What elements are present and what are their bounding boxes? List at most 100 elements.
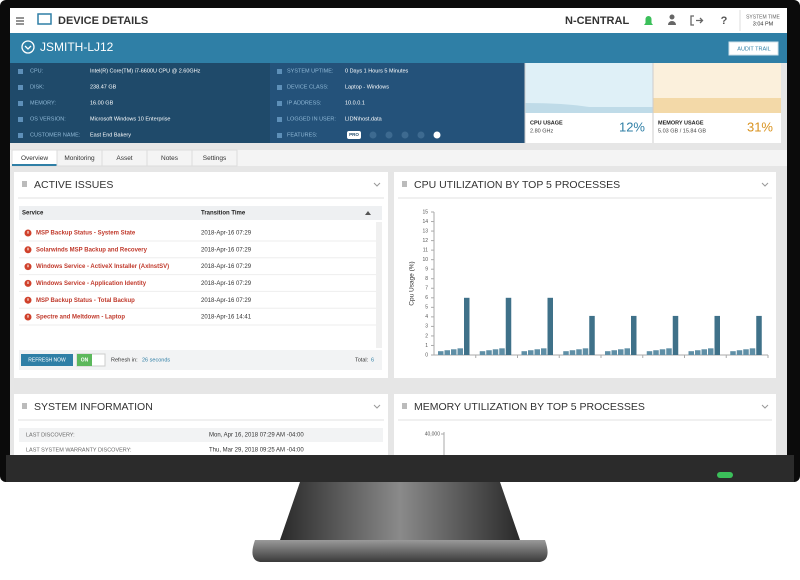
audit-button[interactable] [728, 41, 779, 56]
bar [444, 350, 450, 355]
tab-label: Notes [161, 155, 179, 162]
page-title: DEVICE DETAILS [58, 15, 148, 27]
bar [730, 351, 736, 355]
bar [701, 349, 707, 355]
field-icon [18, 101, 23, 106]
field-value: Laptop - Windows [345, 84, 389, 90]
bar [451, 349, 457, 355]
tab-label: Asset [116, 155, 132, 162]
panel-chevron[interactable] [373, 404, 381, 409]
tab[interactable] [191, 149, 238, 167]
panel [394, 394, 776, 455]
bar [479, 351, 486, 355]
device-bar [10, 33, 787, 63]
logout-icon[interactable] [690, 15, 704, 26]
bar [605, 351, 611, 355]
usage-label: MEMORY USAGE [658, 120, 704, 126]
panel-handle [22, 181, 27, 187]
toggle-label: ON [81, 357, 89, 363]
field-icon [18, 85, 23, 90]
toggle-on [77, 354, 92, 366]
panel-chevron[interactable] [373, 182, 381, 187]
tab-label: Settings [203, 155, 227, 162]
bar [666, 348, 672, 355]
system-time: 3:04 PM [753, 21, 774, 27]
bar [708, 348, 714, 355]
y-axis-label: Cpu Usage (%) [409, 261, 416, 305]
bar [589, 315, 595, 355]
scrollbar [376, 222, 382, 348]
system-time-label: SYSTEM TIME [746, 14, 780, 20]
field-label: SYSTEM UPTIME: [287, 68, 334, 74]
y-tick-label: 8 [425, 276, 428, 282]
field-label: CUSTOMER NAME: [30, 132, 81, 138]
usage-detail: 5.03 GB / 15.84 GB [658, 128, 706, 134]
tab-label: Overview [21, 155, 48, 162]
refresh-button-label: REFRESH NOW [28, 357, 66, 363]
help-icon: ? [721, 15, 728, 27]
info-row [19, 443, 383, 455]
bar [659, 349, 666, 355]
bell-icon[interactable] [644, 16, 653, 25]
field-value: Intel(R) Core(TM) i7-6600U CPU @ 2.60GHz [90, 68, 201, 74]
y-tick-label: 7 [425, 286, 428, 292]
bar [695, 350, 701, 355]
bar [528, 350, 534, 355]
field-icon [18, 117, 23, 122]
bar [618, 349, 624, 355]
bar [438, 351, 444, 355]
field-value: 16.00 GB [90, 100, 114, 106]
field-value: Microsoft Windows 10 Enterprise [90, 116, 170, 122]
field-label: DISK: [30, 84, 45, 90]
refresh-button[interactable] [21, 354, 73, 366]
tab-label: Monitoring [64, 155, 95, 162]
screen-content: DEVICE DETAILS N-CENTRAL? SYSTEM TIME3:04 … [10, 8, 787, 455]
usage-footer [525, 113, 653, 143]
panel-chevron[interactable] [761, 182, 769, 187]
bar [688, 351, 694, 355]
field-icon [18, 133, 23, 138]
bar [736, 350, 743, 355]
bar [492, 349, 499, 355]
panel [394, 172, 776, 378]
user-icon[interactable] [669, 14, 675, 20]
bar [576, 349, 582, 355]
brand: N-CENTRAL [565, 15, 629, 27]
info-label: LAST DISCOVERY: [26, 432, 75, 438]
audit-button-label: AUDIT TRAIL [737, 46, 770, 52]
power-led[interactable] [717, 472, 733, 478]
panel-title: SYSTEM INFORMATION [34, 401, 153, 413]
stand-neck [280, 482, 520, 540]
y-tick-label: 4 [425, 314, 428, 320]
collapse-icon[interactable] [21, 40, 35, 54]
field-label: DEVICE CLASS: [287, 84, 329, 90]
field-icon [277, 101, 282, 106]
field-icon [277, 117, 282, 122]
info-row [19, 428, 383, 442]
field-label: FEATURES: [287, 132, 318, 138]
bar [582, 348, 589, 355]
chin [6, 455, 794, 482]
info-label: LAST SYSTEM WARRANTY DISCOVERY: [26, 447, 132, 453]
bar [464, 297, 470, 355]
y-tick-label: 3 [425, 324, 428, 330]
bar [749, 348, 756, 355]
usage-detail: 2.80 GHz [530, 128, 553, 134]
top-bar [10, 8, 787, 33]
usage-sparkline [525, 103, 653, 113]
menu-icon[interactable] [16, 17, 24, 25]
y-tick-label: 2 [425, 333, 428, 339]
field-icon [277, 133, 282, 138]
device-name: JSMITH-LJ12 [40, 40, 114, 54]
bar [547, 297, 553, 355]
field-label: MEMORY: [30, 100, 56, 106]
issue-service: MSP Backup Status - Total Backup [36, 298, 135, 304]
column-header: Transition Time [201, 211, 246, 217]
panel-chevron[interactable] [761, 404, 769, 409]
feature-icon [417, 131, 425, 139]
y-tick-label: 14 [422, 219, 428, 225]
refresh-value: 26 seconds [142, 357, 170, 363]
y-tick-label: 40,000 [425, 431, 441, 437]
sort-icon[interactable] [365, 211, 371, 215]
usage-label: CPU USAGE [530, 120, 563, 126]
